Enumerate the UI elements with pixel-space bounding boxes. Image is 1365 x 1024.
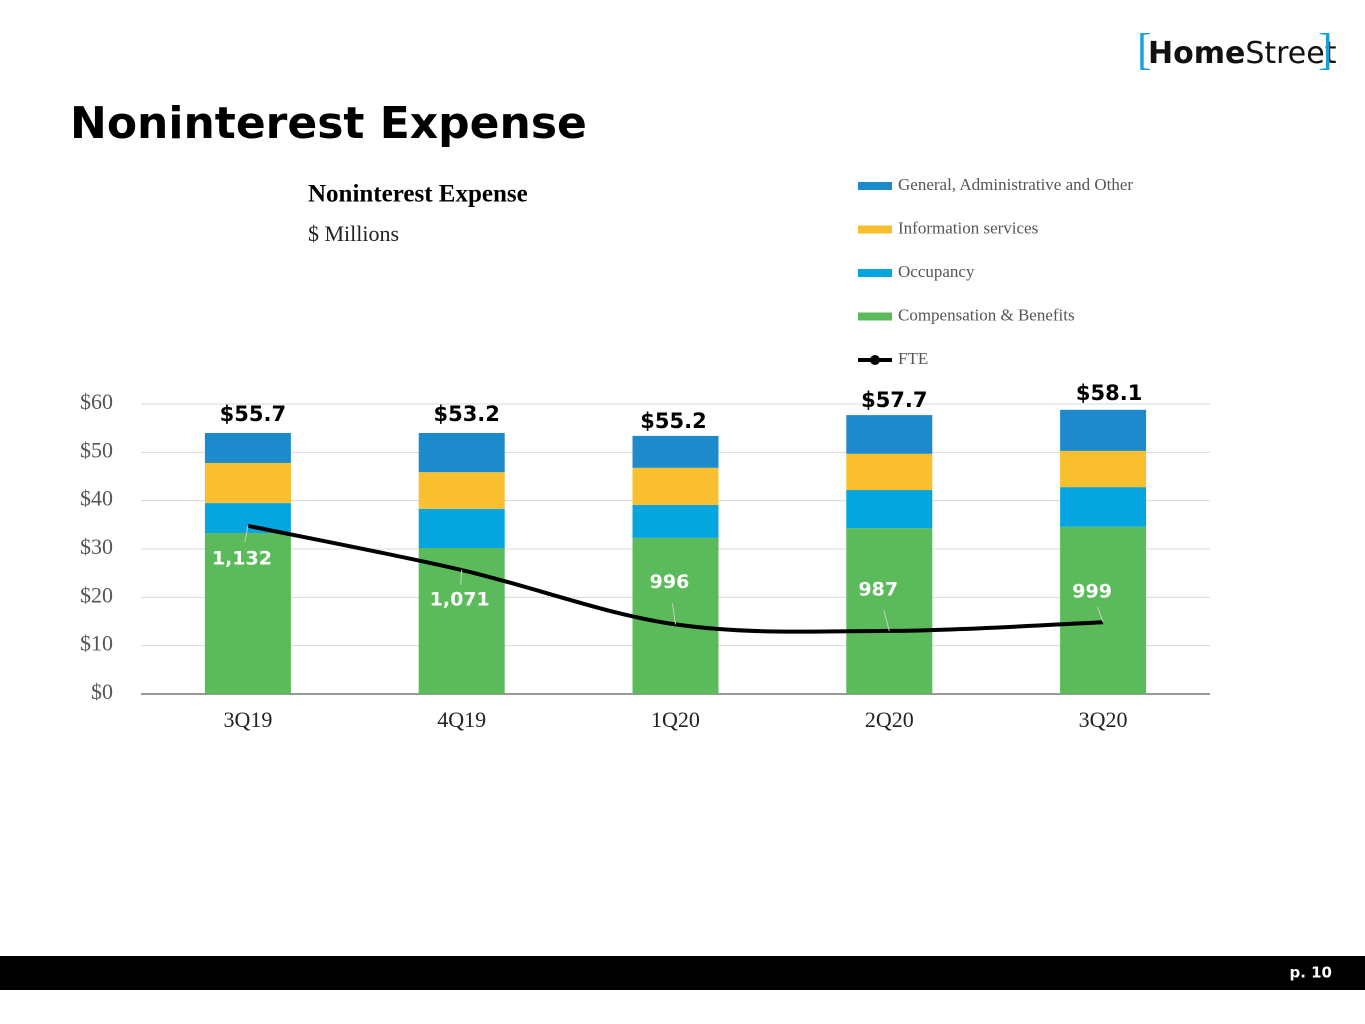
x-tick-label: 2Q20 (865, 707, 914, 732)
bar-segment (632, 505, 719, 538)
legend-label: Information services (898, 218, 1038, 237)
legend-label: Occupancy (898, 262, 975, 281)
x-tick-label: 3Q20 (1079, 707, 1128, 732)
leader-line (1097, 607, 1104, 623)
x-tick-label: 1Q20 (651, 707, 700, 732)
legend-swatch (858, 225, 892, 234)
legend-swatch (858, 312, 892, 321)
legend-swatch (858, 269, 892, 277)
bar-segment (1060, 487, 1147, 527)
legend-swatch (858, 182, 892, 190)
total-label: $55.2 (640, 409, 706, 433)
leader-line (460, 569, 463, 586)
legend-label: General, Administrative and Other (898, 175, 1133, 194)
y-tick-label: $0 (91, 679, 113, 704)
y-tick-label: $50 (80, 437, 113, 462)
y-tick-label: $20 (80, 582, 113, 607)
total-label: $53.2 (433, 402, 499, 426)
bar-segment (418, 472, 505, 509)
y-tick-label: $40 (80, 486, 113, 511)
logo-bracket: [ (1137, 25, 1152, 74)
leader-line (883, 610, 890, 632)
bar-segment (204, 433, 291, 463)
fte-label: 1,071 (430, 589, 490, 611)
chart-title: Noninterest Expense (308, 181, 528, 208)
bar-segment (846, 415, 933, 454)
bar-segment (418, 508, 505, 549)
bar-segment (1060, 450, 1147, 488)
leader-line (672, 603, 676, 625)
slide-title: Noninterest Expense (70, 98, 587, 149)
bar-segment (846, 528, 933, 694)
chart-subtitle: $ Millions (308, 221, 399, 246)
fte-label: 999 (1072, 581, 1112, 603)
legend-label: FTE (898, 349, 928, 368)
logo-bracket: ] (1318, 25, 1333, 74)
total-label: $57.7 (861, 388, 927, 412)
y-tick-label: $30 (80, 534, 113, 559)
y-tick-label: $10 (80, 631, 113, 656)
logo-street: Street (1245, 36, 1336, 71)
fte-label: 1,132 (212, 547, 272, 569)
bar-segment (204, 462, 291, 504)
bar-segment (418, 433, 505, 473)
legend-swatch (870, 355, 880, 365)
bar-segment (204, 533, 291, 694)
x-tick-label: 4Q19 (437, 707, 486, 732)
total-label: $55.7 (220, 402, 286, 426)
fte-label: 996 (650, 571, 690, 593)
footer-bar (0, 956, 1365, 990)
bar-segment (632, 537, 719, 694)
y-tick-label: $60 (80, 389, 113, 414)
total-label: $58.1 (1076, 381, 1142, 405)
bar-segment (632, 467, 719, 506)
bar-segment (1060, 526, 1147, 694)
bar-segment (846, 490, 933, 529)
logo-home: Home (1148, 36, 1245, 71)
legend-label: Compensation & Benefits (898, 305, 1075, 324)
bar-segment (1060, 409, 1147, 451)
bar-segment (632, 435, 719, 468)
bar-segment (846, 453, 933, 491)
leader-line (244, 525, 249, 543)
page-number: p. 10 (1289, 964, 1332, 982)
fte-label: 987 (858, 578, 898, 600)
x-tick-label: 3Q19 (223, 707, 272, 732)
logo: HomeStreet (1148, 36, 1337, 71)
